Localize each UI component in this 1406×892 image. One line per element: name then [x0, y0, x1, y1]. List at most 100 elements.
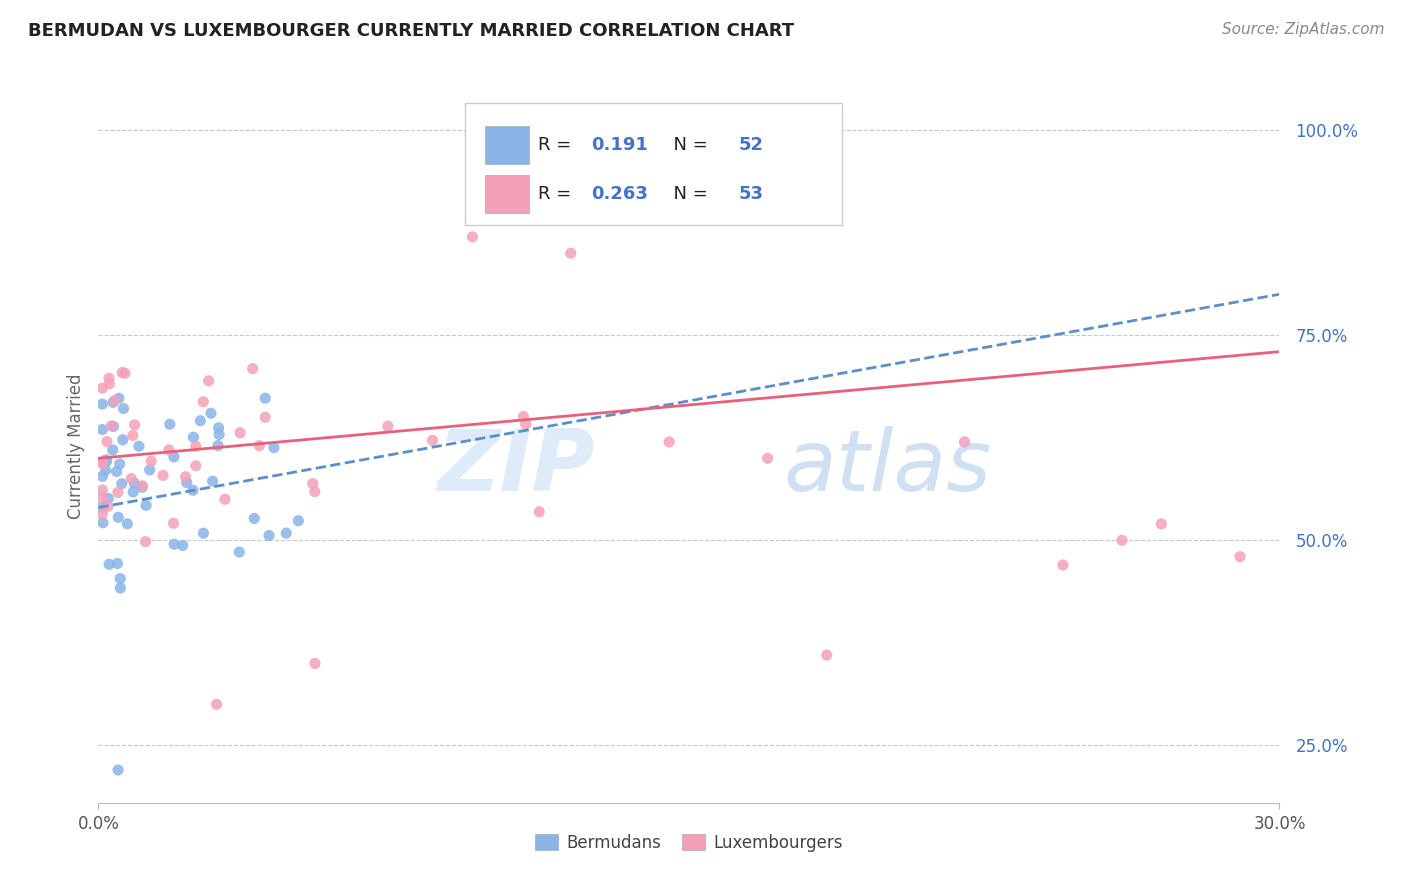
Point	[301, 476, 323, 491]
Point	[114, 366, 136, 380]
Point	[107, 763, 129, 777]
Point	[527, 505, 550, 519]
Point	[229, 425, 252, 440]
Point	[815, 648, 838, 662]
Point	[110, 581, 132, 595]
Point	[111, 366, 134, 380]
Point	[107, 485, 129, 500]
Point	[98, 558, 121, 572]
Point	[91, 456, 114, 470]
Point	[183, 430, 205, 444]
Point	[97, 500, 120, 514]
Point	[91, 483, 114, 497]
Text: R =: R =	[537, 136, 576, 153]
Text: ZIP: ZIP	[437, 425, 595, 509]
Point	[228, 545, 250, 559]
Point	[120, 472, 142, 486]
Point	[377, 419, 399, 434]
Text: R =: R =	[537, 186, 576, 203]
Text: 53: 53	[738, 186, 763, 203]
Point	[163, 450, 186, 464]
Point	[304, 657, 326, 671]
Point	[122, 475, 145, 490]
Point	[254, 410, 277, 425]
Point	[214, 492, 236, 507]
Point	[157, 442, 180, 457]
Point	[201, 474, 224, 488]
Point	[135, 499, 157, 513]
Point	[108, 457, 131, 471]
Point	[174, 469, 197, 483]
Point	[1150, 516, 1173, 531]
Point	[461, 230, 484, 244]
Point	[176, 475, 198, 490]
Point	[111, 476, 134, 491]
Point	[122, 484, 145, 499]
Point	[91, 469, 114, 483]
Point	[100, 418, 122, 433]
Point	[263, 441, 285, 455]
Text: Source: ZipAtlas.com: Source: ZipAtlas.com	[1222, 22, 1385, 37]
Point	[205, 698, 228, 712]
Point	[91, 423, 114, 437]
Point	[101, 395, 124, 409]
Point	[243, 511, 266, 525]
Point	[193, 526, 215, 541]
Point	[104, 393, 127, 408]
Point	[101, 442, 124, 457]
Point	[91, 397, 114, 411]
Point	[124, 417, 146, 432]
Point	[200, 406, 222, 420]
Point	[193, 394, 215, 409]
Text: N =: N =	[662, 186, 713, 203]
Point	[91, 516, 114, 530]
Point	[112, 401, 135, 416]
Point	[1052, 558, 1074, 572]
Y-axis label: Currently Married: Currently Married	[66, 373, 84, 519]
Point	[184, 439, 207, 453]
Point	[94, 463, 117, 477]
Point	[287, 514, 309, 528]
Point	[105, 465, 128, 479]
Point	[304, 484, 326, 499]
Text: BERMUDAN VS LUXEMBOURGER CURRENTLY MARRIED CORRELATION CHART: BERMUDAN VS LUXEMBOURGER CURRENTLY MARRI…	[28, 22, 794, 40]
Point	[131, 479, 153, 493]
FancyBboxPatch shape	[464, 103, 842, 225]
Legend: Bermudans, Luxembourgers: Bermudans, Luxembourgers	[529, 828, 849, 859]
Point	[139, 454, 162, 468]
Point	[91, 507, 114, 521]
Point	[207, 439, 229, 453]
Point	[91, 381, 114, 395]
Point	[560, 246, 582, 260]
Text: 0.191: 0.191	[591, 136, 648, 153]
Point	[197, 374, 219, 388]
FancyBboxPatch shape	[485, 175, 530, 213]
Text: 52: 52	[738, 136, 763, 153]
Point	[94, 452, 117, 467]
Point	[1111, 533, 1133, 548]
Point	[181, 483, 204, 498]
Point	[117, 516, 139, 531]
Text: N =: N =	[662, 136, 713, 153]
Point	[756, 451, 779, 466]
Point	[515, 417, 537, 431]
Point	[108, 392, 131, 406]
Point	[276, 526, 298, 541]
Point	[172, 538, 194, 552]
Point	[422, 434, 444, 448]
Point	[121, 428, 143, 442]
Point	[163, 537, 186, 551]
Point	[96, 454, 118, 468]
Text: atlas: atlas	[783, 425, 991, 509]
Point	[1229, 549, 1251, 564]
Point	[98, 376, 121, 391]
Point	[91, 455, 114, 469]
Point	[152, 468, 174, 483]
Point	[254, 391, 277, 405]
Point	[257, 528, 280, 542]
Point	[207, 421, 229, 435]
Point	[242, 361, 264, 376]
Text: 0.263: 0.263	[591, 186, 648, 203]
Point	[512, 409, 534, 424]
Point	[91, 491, 114, 505]
